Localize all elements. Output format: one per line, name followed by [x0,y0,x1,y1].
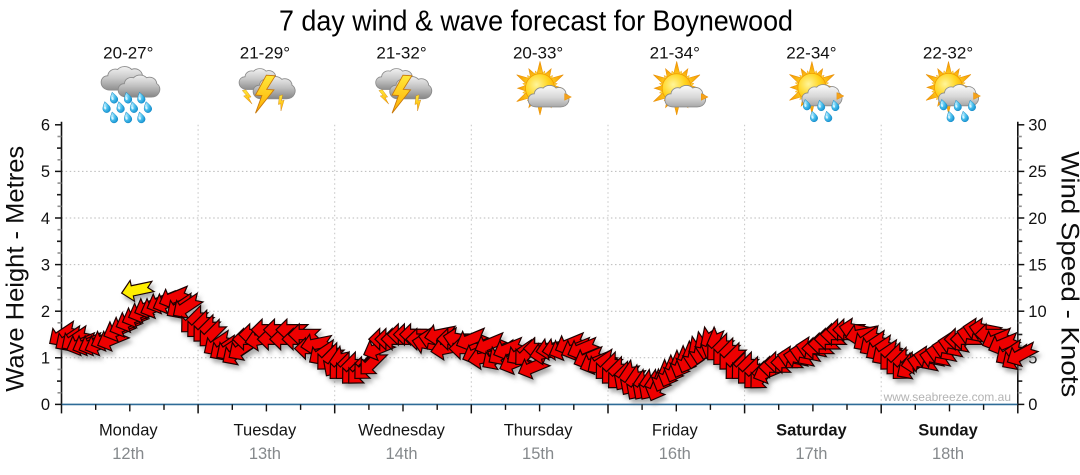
svg-text:Monday: Monday [99,422,158,440]
svg-text:0: 0 [1028,396,1037,414]
svg-text:Sunday: Sunday [918,422,978,440]
svg-text:1: 1 [41,350,50,368]
svg-text:30: 30 [1028,117,1046,135]
svg-text:22-32°: 22-32° [923,44,973,63]
svg-text:21-34°: 21-34° [650,44,700,63]
svg-text:22-34°: 22-34° [786,44,836,63]
svg-text:20-33°: 20-33° [513,44,563,63]
svg-text:3: 3 [41,256,50,274]
svg-text:15: 15 [1028,256,1046,274]
svg-text:2: 2 [41,303,50,321]
svg-text:Wind Speed - Knots: Wind Speed - Knots [1056,151,1080,397]
svg-text:Wave Height - Metres: Wave Height - Metres [2,146,30,392]
svg-text:16th: 16th [659,445,691,463]
svg-text:12th: 12th [112,445,144,463]
svg-text:5: 5 [41,163,50,181]
svg-text:Saturday: Saturday [776,422,847,440]
svg-text:Friday: Friday [652,422,699,440]
svg-text:15th: 15th [522,445,554,463]
svg-text:25: 25 [1028,163,1046,181]
svg-text:6: 6 [41,117,50,135]
svg-text:Thursday: Thursday [504,422,574,440]
svg-text:14th: 14th [385,445,417,463]
svg-text:17th: 17th [795,445,827,463]
svg-text:5: 5 [1028,350,1037,368]
svg-text:0: 0 [41,396,50,414]
svg-text:10: 10 [1028,303,1046,321]
svg-text:20: 20 [1028,210,1046,228]
svg-text:Tuesday: Tuesday [234,422,297,440]
svg-text:13th: 13th [249,445,281,463]
svg-text:21-32°: 21-32° [376,44,426,63]
svg-text:18th: 18th [932,445,964,463]
svg-text:21-29°: 21-29° [240,44,290,63]
svg-text:7 day wind & wave forecast for: 7 day wind & wave forecast for Boynewood [279,6,793,38]
svg-text:4: 4 [41,210,50,228]
svg-text:Wednesday: Wednesday [358,422,446,440]
svg-text:20-27°: 20-27° [103,44,153,63]
svg-text:www.seabreeze.com.au: www.seabreeze.com.au [883,390,1011,404]
